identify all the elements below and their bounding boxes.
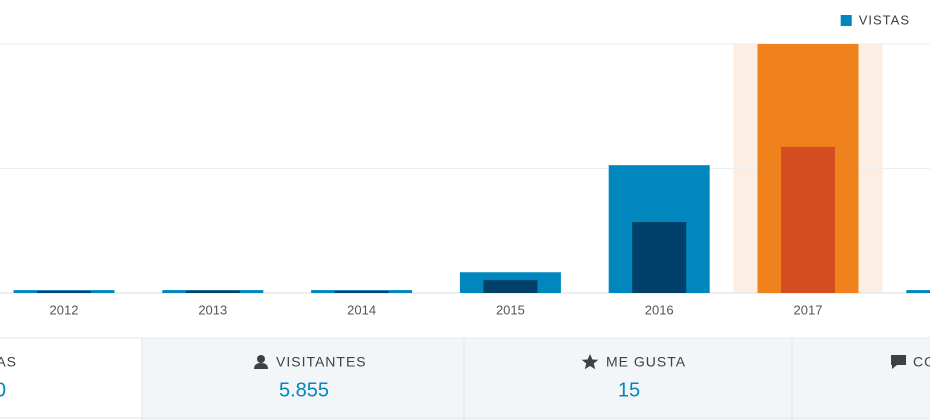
- star-icon: [581, 354, 599, 370]
- chart: 2012 2013 2014 2015 2016 2017: [0, 43, 930, 317]
- x-tick-label: 2014: [347, 302, 376, 317]
- person-icon: [254, 355, 268, 369]
- x-tick-label: 2012: [50, 302, 79, 317]
- comment-icon: [891, 355, 906, 369]
- selected-tab-background: [0, 338, 142, 420]
- legend-swatch: [840, 15, 852, 26]
- inner-bar: [781, 146, 835, 293]
- legend-item: VISTAS: [840, 12, 910, 27]
- x-tick-label: 2015: [496, 302, 525, 317]
- bar: [906, 290, 930, 293]
- x-tick-label: 2017: [794, 302, 823, 317]
- tab-label[interactable]: VISITANTES: [276, 354, 367, 370]
- tab-value: 15: [618, 379, 640, 401]
- tab-value: 9.860: [0, 379, 6, 401]
- inner-bar: [483, 280, 538, 293]
- legend-label: VISTAS: [859, 12, 910, 27]
- x-tick-label: 2013: [198, 302, 227, 317]
- tabs-background: [0, 338, 930, 420]
- inner-bar: [632, 222, 687, 293]
- tab-value: 5.855: [279, 379, 329, 401]
- tab-label[interactable]: ME GUSTA: [606, 354, 686, 370]
- x-tick-label: 2016: [645, 302, 674, 317]
- inner-bar: [334, 290, 389, 293]
- tab-label[interactable]: VISTAS: [0, 354, 17, 370]
- tab-label[interactable]: COMENTARIOS: [913, 354, 930, 370]
- inner-bar: [37, 290, 91, 293]
- inner-bar: [185, 290, 240, 293]
